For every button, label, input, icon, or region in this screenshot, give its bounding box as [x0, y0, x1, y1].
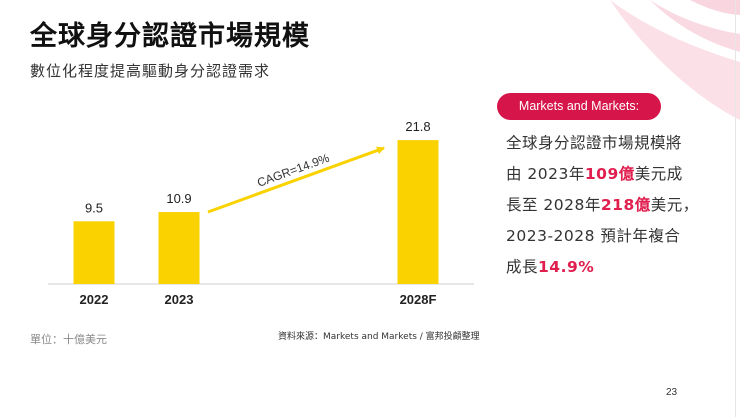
- summary-line: 2023-2028 預計年複合: [506, 221, 716, 252]
- x-tick-2022: 2022: [80, 292, 109, 307]
- summary-text-part: 成長: [506, 258, 539, 276]
- highlight-value: 14.9%: [538, 258, 595, 276]
- decorative-arcs-icon: [610, 0, 740, 120]
- summary-line: 由 2023年109億美元成: [506, 159, 716, 190]
- unit-label: 單位：十億美元: [30, 333, 107, 346]
- data-label-2028F: 21.8: [405, 119, 430, 134]
- summary-text: 全球身分認證市場規模將 由 2023年109億美元成 長至 2028年218億美…: [506, 128, 716, 283]
- summary-text-part: 由 2023年: [506, 165, 585, 183]
- bar-2023: [158, 212, 200, 284]
- summary-text-part: 長至 2028年: [506, 196, 601, 214]
- summary-text-part: 2023-2028 預計年複合: [506, 227, 681, 245]
- edge-divider: [735, 0, 736, 417]
- bar-2028F: [397, 140, 439, 284]
- page-number: 23: [666, 387, 678, 398]
- highlight-value: 218億: [600, 196, 651, 214]
- summary-text-part: 美元成: [634, 165, 683, 183]
- x-tick-2023: 2023: [165, 292, 194, 307]
- data-label-2022: 9.5: [85, 200, 103, 215]
- source-badge: Markets and Markets:: [497, 93, 661, 120]
- highlight-value: 109億: [584, 165, 635, 183]
- summary-line: 全球身分認證市場規模將: [506, 128, 716, 159]
- summary-text-part: 美元，: [650, 196, 699, 214]
- page-title: 全球身分認證市場規模: [30, 21, 310, 52]
- summary-line: 長至 2028年218億美元，: [506, 190, 716, 221]
- page-subtitle: 數位化程度提高驅動身分認證需求: [30, 62, 271, 80]
- bar-2022: [73, 221, 115, 284]
- summary-text-part: 全球身分認證市場規模將: [506, 134, 683, 152]
- summary-line: 成長14.9%: [506, 252, 716, 283]
- source-note: 資料來源：Markets and Markets / 富邦投顧整理: [278, 332, 480, 342]
- data-label-2023: 10.9: [166, 191, 191, 206]
- x-tick-2028F: 2028F: [400, 292, 437, 307]
- cagr-arrow: [207, 146, 385, 214]
